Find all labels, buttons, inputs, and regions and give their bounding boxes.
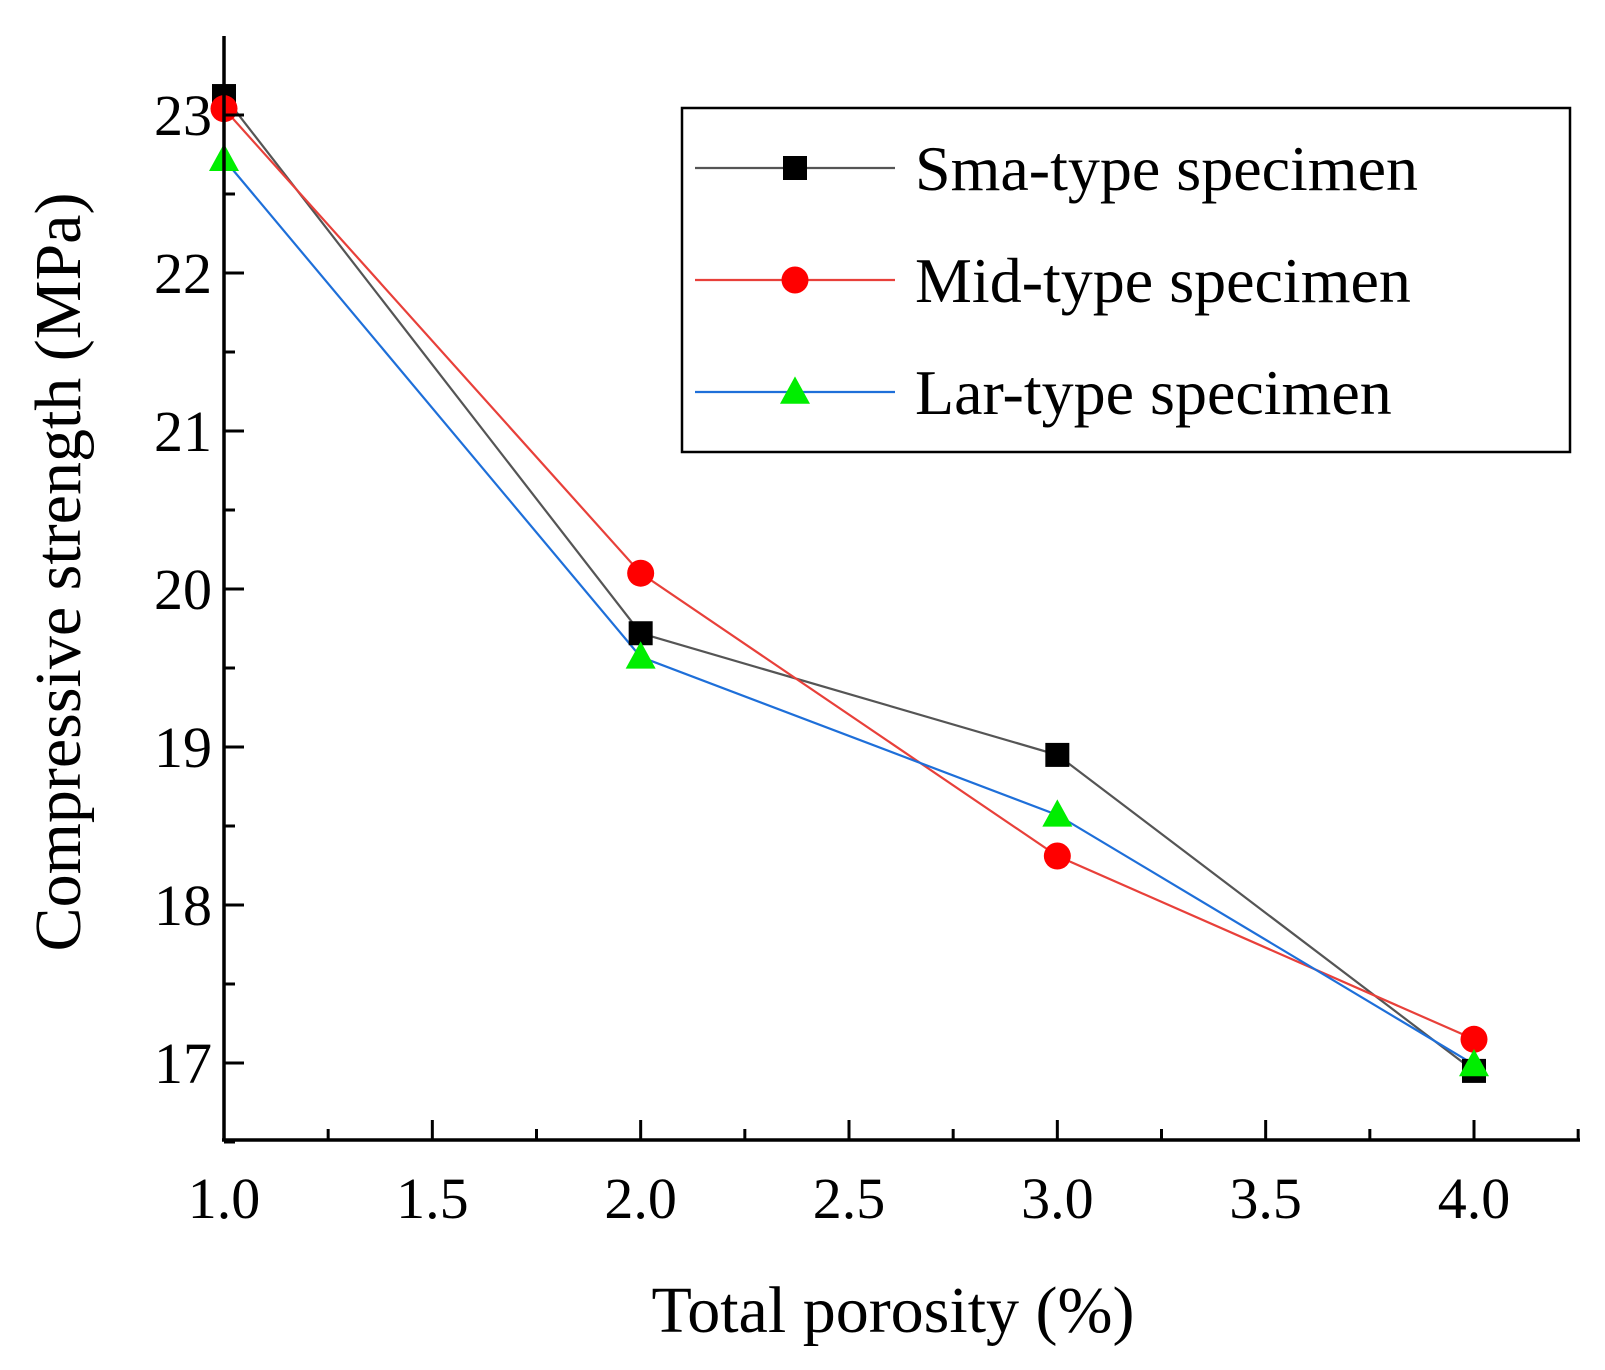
data-point-series-2 [627, 559, 655, 587]
x-tick-label: 1.5 [396, 1166, 469, 1231]
legend-label-2: Mid-type specimen [915, 245, 1411, 316]
x-axis-title: Total porosity (%) [652, 1274, 1135, 1347]
x-tick-label: 3.5 [1229, 1166, 1302, 1231]
legend-marker-1 [783, 156, 807, 180]
series-line-3 [223, 158, 1475, 1066]
data-point-series-2 [1460, 1025, 1488, 1053]
legend-marker-2 [781, 266, 809, 294]
y-tick-label: 17 [154, 1031, 212, 1096]
x-tick-label: 2.0 [604, 1166, 677, 1231]
x-tick-label: 1.0 [188, 1166, 261, 1231]
y-tick-label: 20 [154, 557, 212, 622]
y-tick-label: 21 [154, 399, 212, 464]
y-tick-label: 22 [154, 241, 212, 306]
ticks: 1.0 1.5 2.0 2.5 3.0 3.5 4.0 17 18 19 20 21 22 23 [154, 83, 1580, 1231]
legend-label-1: Sma-type specimen [915, 133, 1418, 204]
y-tick-label: 19 [154, 715, 212, 780]
legend-entries: Sma-type specimen Mid-type specimen Lar-ty… [695, 133, 1418, 428]
data-point-series-3 [625, 641, 656, 669]
y-tick-label: 18 [154, 873, 212, 938]
legend-marker-3 [780, 376, 810, 404]
x-tick-label: 3.0 [1021, 1166, 1094, 1231]
y-tick-label: 23 [154, 83, 212, 148]
x-tick-label: 2.5 [813, 1166, 886, 1231]
series-layer [209, 84, 1489, 1083]
legend-label-3: Lar-type specimen [915, 357, 1392, 428]
series-line-2 [223, 107, 1475, 1041]
data-point-series-1 [628, 621, 653, 646]
x-tick-label: 4.0 [1438, 1166, 1511, 1231]
data-point-series-3 [1042, 799, 1073, 827]
legend: Sma-type specimen Mid-type specimen Lar-ty… [680, 106, 1572, 454]
data-point-series-1 [1045, 742, 1070, 767]
data-point-series-2 [1043, 842, 1071, 870]
y-axis-title: Compressive strength (MPa) [22, 193, 95, 952]
data-point-series-3 [1459, 1048, 1489, 1077]
series-line-1 [223, 95, 1475, 1072]
